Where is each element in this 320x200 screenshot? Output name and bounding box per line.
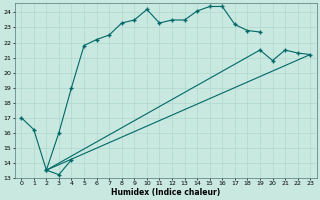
X-axis label: Humidex (Indice chaleur): Humidex (Indice chaleur) <box>111 188 220 197</box>
